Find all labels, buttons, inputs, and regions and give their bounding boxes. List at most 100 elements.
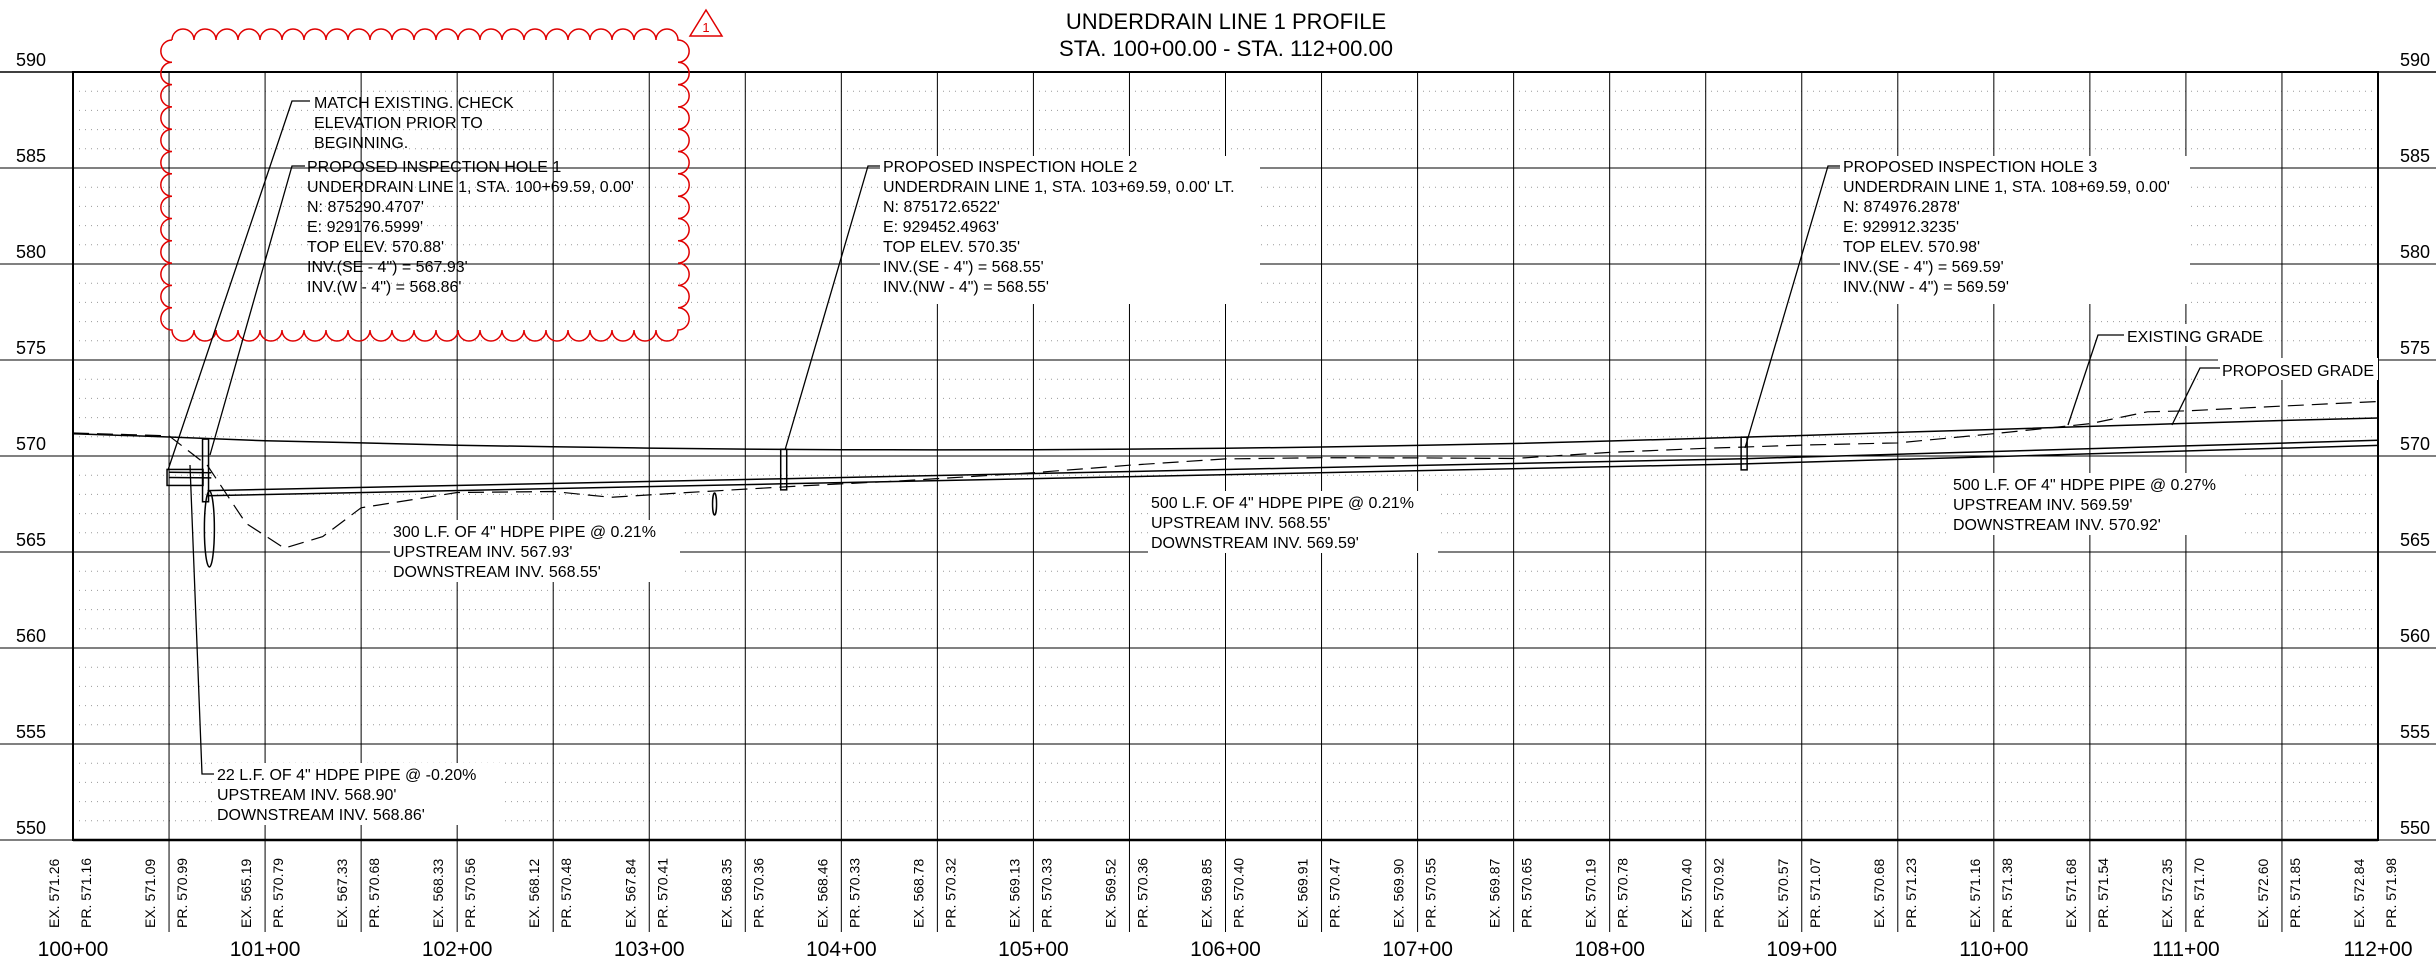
elevation-label-left: 555 <box>16 722 46 742</box>
leader-pipe-22lf <box>190 465 214 774</box>
pipe-section-ellipse <box>713 493 717 515</box>
elevation-label-right: 570 <box>2400 434 2430 454</box>
elevation-label-left: 580 <box>16 242 46 262</box>
note-line: INV.(NW - 4") = 569.59' <box>1843 279 2009 296</box>
proposed-elevation-label: PR. 570.48 <box>558 858 574 928</box>
elevation-label-right: 560 <box>2400 626 2430 646</box>
existing-elevation-label: EX. 568.33 <box>430 859 446 928</box>
proposed-elevation-label: PR. 570.65 <box>1519 858 1535 928</box>
existing-elevation-label: EX. 569.90 <box>1391 859 1407 928</box>
existing-grade-label: EXISTING GRADE <box>2127 329 2263 346</box>
pipe-500lf-a-bottom <box>784 464 1744 484</box>
leader-hole-1 <box>210 166 305 455</box>
leader-hole-3 <box>1745 166 1840 448</box>
proposed-elevation-label: PR. 570.68 <box>366 858 382 928</box>
note-line: N: 875290.4707' <box>307 199 424 216</box>
pipe-section-ellipse <box>204 491 214 567</box>
proposed-elevation-label: PR. 570.32 <box>942 858 958 928</box>
note-line: PROPOSED INSPECTION HOLE 3 <box>1843 159 2097 176</box>
station-label: 106+00 <box>1190 938 1261 961</box>
pipe-500lf-b-bottom <box>1744 445 2378 464</box>
note-inspection-hole-1: PROPOSED INSPECTION HOLE 1 UNDERDRAIN LI… <box>307 159 634 296</box>
proposed-elevation-label: PR. 570.36 <box>1134 858 1150 928</box>
note-pipe-22lf: 22 L.F. OF 4" HDPE PIPE @ -0.20% UPSTREA… <box>214 763 504 825</box>
note-line: UPSTREAM INV. 568.90' <box>217 787 396 804</box>
revision-delta-icon: 1 <box>690 10 722 36</box>
existing-elevation-label: EX. 569.91 <box>1295 859 1311 928</box>
note-match-existing: MATCH EXISTING. CHECK ELEVATION PRIOR TO… <box>314 95 514 152</box>
pipe-500lf-a-top <box>784 459 1744 479</box>
elevation-label-right: 585 <box>2400 146 2430 166</box>
note-line: UNDERDRAIN LINE 1, STA. 103+69.59, 0.00'… <box>883 179 1235 196</box>
note-line: 500 L.F. OF 4" HDPE PIPE @ 0.27% <box>1953 477 2216 494</box>
existing-elevation-label: EX. 568.78 <box>910 859 926 928</box>
note-line: TOP ELEV. 570.35' <box>883 239 1020 256</box>
note-line: 500 L.F. OF 4" HDPE PIPE @ 0.21% <box>1151 495 1414 512</box>
station-label: 108+00 <box>1574 938 1645 961</box>
proposed-elevation-label: PR. 570.92 <box>1711 858 1727 928</box>
elevation-label-right: 555 <box>2400 722 2430 742</box>
proposed-elevation-label: PR. 571.23 <box>1903 858 1919 928</box>
existing-elevation-label: EX. 572.60 <box>2255 859 2271 928</box>
station-label: 112+00 <box>2343 938 2412 961</box>
existing-elevation-label: EX. 569.52 <box>1102 859 1118 928</box>
existing-elevation-label: EX. 571.16 <box>1967 859 1983 928</box>
existing-elevation-label: EX. 567.84 <box>622 859 638 928</box>
proposed-elevation-label: PR. 570.33 <box>1038 858 1054 928</box>
note-line: UPSTREAM INV. 567.93' <box>393 544 572 561</box>
existing-elevation-label: EX. 567.33 <box>334 859 350 928</box>
leader-existing-grade <box>2068 335 2124 425</box>
proposed-elevation-label: PR. 570.78 <box>1615 858 1631 928</box>
profile-subtitle: STA. 100+00.00 - STA. 112+00.00 <box>1059 36 1393 61</box>
station-label: 104+00 <box>806 938 877 961</box>
note-line: TOP ELEV. 570.98' <box>1843 239 1980 256</box>
note-line: N: 875172.6522' <box>883 199 1000 216</box>
note-pipe-500lf-b: 500 L.F. OF 4" HDPE PIPE @ 0.27% UPSTREA… <box>1950 473 2240 535</box>
note-line: DOWNSTREAM INV. 568.55' <box>393 564 601 581</box>
elevation-label-right: 550 <box>2400 818 2430 838</box>
note-line: INV.(W - 4") = 568.86' <box>307 279 461 296</box>
proposed-elevation-label: PR. 571.07 <box>1807 858 1823 928</box>
note-pipe-300lf: 300 L.F. OF 4" HDPE PIPE @ 0.21% UPSTREA… <box>390 520 680 582</box>
station-label: 110+00 <box>1959 938 2028 961</box>
leader-hole-2 <box>785 166 880 450</box>
proposed-elevation-label: PR. 570.41 <box>654 858 670 928</box>
note-line: ELEVATION PRIOR TO <box>314 115 483 132</box>
existing-elevation-label: EX. 570.57 <box>1775 859 1791 928</box>
existing-elevation-label: EX. 565.19 <box>238 859 254 928</box>
proposed-elevation-label: PR. 571.54 <box>2095 858 2111 928</box>
note-line: INV.(SE - 4") = 567.93' <box>307 259 468 276</box>
note-line: DOWNSTREAM INV. 569.59' <box>1151 535 1359 552</box>
existing-elevation-label: EX. 571.68 <box>2063 859 2079 928</box>
note-line: PROPOSED INSPECTION HOLE 2 <box>883 159 1137 176</box>
proposed-elevation-label: PR. 570.47 <box>1327 858 1343 928</box>
note-proposed-grade: PROPOSED GRADE <box>2218 358 2378 380</box>
existing-elevation-label: EX. 568.35 <box>718 859 734 928</box>
station-label: 100+00 <box>38 938 109 961</box>
note-line: INV.(NW - 4") = 568.55' <box>883 279 1049 296</box>
elevation-label-right: 565 <box>2400 530 2430 550</box>
elevation-label-left: 590 <box>16 50 46 70</box>
existing-elevation-label: EX. 569.13 <box>1006 859 1022 928</box>
note-line: DOWNSTREAM INV. 568.86' <box>217 807 425 824</box>
note-line: E: 929176.5999' <box>307 219 423 236</box>
note-line: DOWNSTREAM INV. 570.92' <box>1953 517 2161 534</box>
note-inspection-hole-2: PROPOSED INSPECTION HOLE 2 UNDERDRAIN LI… <box>880 156 1260 304</box>
leader-match-existing <box>168 101 310 470</box>
note-line: BEGINNING. <box>314 135 408 152</box>
note-line: UPSTREAM INV. 569.59' <box>1953 497 2132 514</box>
note-line: UPSTREAM INV. 568.55' <box>1151 515 1330 532</box>
station-label: 107+00 <box>1382 938 1453 961</box>
proposed-elevation-label: PR. 570.40 <box>1231 858 1247 928</box>
pipe-300lf-top <box>208 479 784 491</box>
elevation-label-left: 565 <box>16 530 46 550</box>
proposed-elevation-label: PR. 570.79 <box>270 858 286 928</box>
existing-elevation-label: EX. 572.35 <box>2159 859 2175 928</box>
note-line: PROPOSED INSPECTION HOLE 1 <box>307 159 561 176</box>
elevation-label-left: 560 <box>16 626 46 646</box>
existing-elevation-label: EX. 568.46 <box>814 859 830 928</box>
